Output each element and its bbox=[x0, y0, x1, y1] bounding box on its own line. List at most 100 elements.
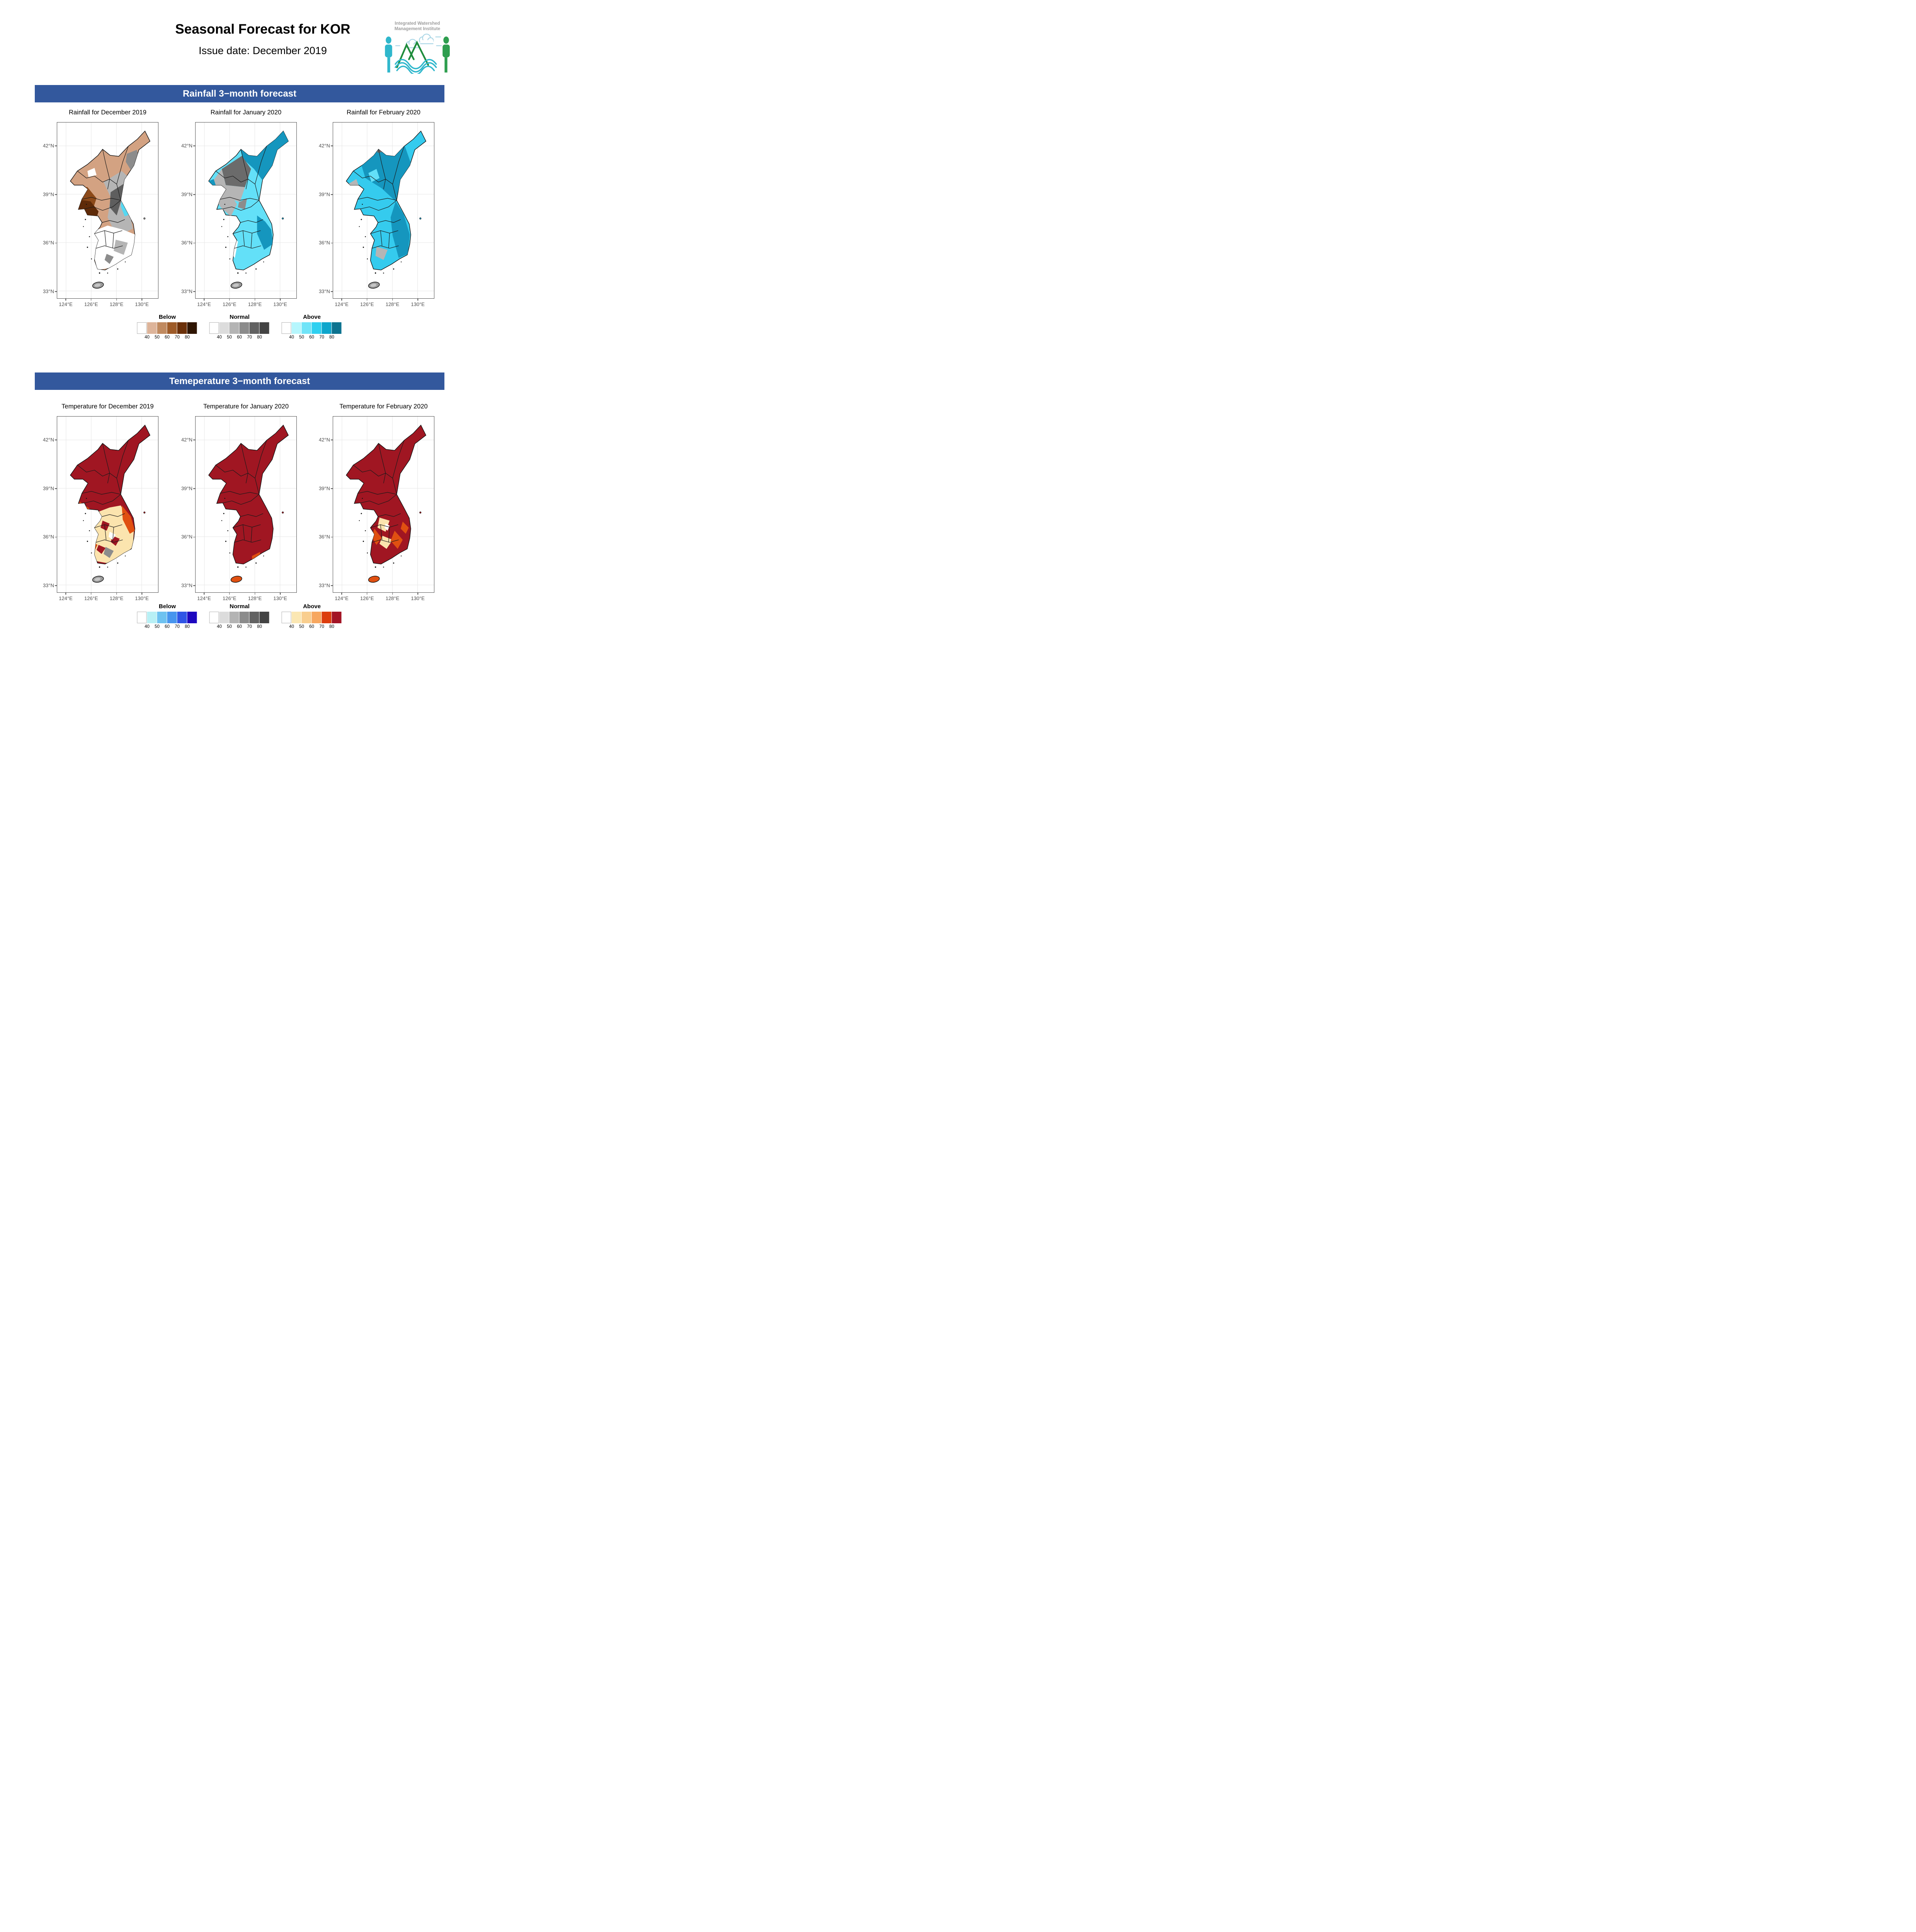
legend-swatch bbox=[249, 612, 259, 623]
lon-label: 124°E bbox=[197, 301, 211, 307]
lon-label: 128°E bbox=[109, 301, 124, 307]
legend-swatch bbox=[137, 322, 147, 334]
korea-map-svg bbox=[333, 417, 434, 592]
ulleung-island bbox=[282, 217, 284, 219]
lat-label: 42°N bbox=[36, 437, 57, 442]
lon-label: 128°E bbox=[385, 595, 400, 601]
legend-swatch bbox=[177, 322, 187, 334]
map-temperature-january: Temperature for January 2020 42°N 39°N 3… bbox=[181, 403, 297, 609]
map-rainfall-december: Rainfall for December 2019 42°N 39°N 36°… bbox=[43, 109, 158, 315]
x-tick bbox=[91, 593, 92, 595]
legend-swatch bbox=[259, 322, 269, 334]
lon-label: 128°E bbox=[248, 301, 262, 307]
x-tick bbox=[65, 299, 66, 301]
legend-swatch bbox=[259, 612, 269, 623]
legend-group-below: Below 40 50 60 70 80 bbox=[137, 314, 198, 341]
legend-swatch bbox=[291, 612, 301, 623]
legend-tick: 50 bbox=[299, 335, 304, 340]
rainfall-section-banner: Rainfall 3−month forecast bbox=[35, 85, 444, 102]
legend-tick: 50 bbox=[227, 335, 232, 340]
legend-tick: 70 bbox=[319, 335, 324, 340]
lon-label: 126°E bbox=[84, 301, 98, 307]
legend-swatch bbox=[147, 612, 157, 623]
map-title: Temperature for January 2020 bbox=[203, 403, 289, 410]
legend-swatch bbox=[301, 612, 311, 623]
lat-label: 39°N bbox=[36, 191, 57, 197]
x-tick bbox=[229, 299, 230, 301]
legend-tick: 50 bbox=[155, 335, 160, 340]
map-panel bbox=[195, 122, 297, 299]
legend-swatch bbox=[281, 322, 291, 334]
jeju-island bbox=[230, 282, 242, 289]
legend-tick: 80 bbox=[257, 335, 262, 340]
lat-label: 36°N bbox=[36, 240, 57, 246]
x-tick bbox=[280, 299, 281, 301]
lat-label: 36°N bbox=[36, 534, 57, 540]
person-green-icon bbox=[442, 36, 450, 73]
legend-tick: 80 bbox=[329, 624, 334, 629]
x-tick bbox=[116, 593, 117, 595]
lat-label: 42°N bbox=[36, 143, 57, 148]
x-tick bbox=[417, 593, 418, 595]
ulleung-island bbox=[419, 511, 422, 514]
lat-label: 42°N bbox=[312, 143, 333, 148]
report-page: Seasonal Forecast for KOR Issue date: De… bbox=[0, 0, 479, 677]
legend-swatch bbox=[332, 612, 342, 623]
lat-label: 39°N bbox=[175, 191, 195, 197]
legend-swatch bbox=[167, 322, 177, 334]
legend-swatch bbox=[311, 612, 322, 623]
legend-group-normal: Normal 40 50 60 70 80 bbox=[209, 314, 270, 341]
lat-label: 39°N bbox=[312, 191, 333, 197]
lat-label: 33°N bbox=[36, 288, 57, 294]
legend-swatch bbox=[281, 612, 291, 623]
legend-swatch bbox=[249, 322, 259, 334]
lon-label: 130°E bbox=[135, 301, 149, 307]
x-tick bbox=[341, 593, 342, 595]
waves-icon bbox=[395, 59, 437, 74]
legend-swatch bbox=[301, 322, 311, 334]
lon-label: 130°E bbox=[273, 595, 287, 601]
legend-tick: 60 bbox=[165, 335, 170, 340]
legend-group-above: Above 40 50 60 70 80 bbox=[281, 314, 342, 341]
jeju-island bbox=[368, 576, 380, 583]
map-rainfall-january: Rainfall for January 2020 42°N 39°N 36°N… bbox=[181, 109, 297, 315]
map-title: Temperature for February 2020 bbox=[339, 403, 428, 410]
map-title: Rainfall for December 2019 bbox=[69, 109, 146, 116]
lat-label: 39°N bbox=[175, 485, 195, 491]
page-title: Seasonal Forecast for KOR bbox=[175, 22, 351, 37]
legend-swatch bbox=[157, 612, 167, 623]
jeju-island bbox=[92, 282, 104, 289]
jeju-island bbox=[368, 282, 380, 289]
lat-label: 42°N bbox=[312, 437, 333, 442]
institute-name-line1: Integrated Watershed bbox=[395, 21, 440, 26]
ulleung-island bbox=[282, 511, 284, 514]
lat-label: 36°N bbox=[175, 240, 195, 246]
x-tick bbox=[392, 593, 393, 595]
legend-swatch bbox=[229, 322, 239, 334]
ulleung-island bbox=[143, 511, 146, 514]
legend-swatch bbox=[239, 612, 249, 623]
legend-swatch bbox=[147, 322, 157, 334]
x-tick bbox=[417, 299, 418, 301]
legend-tick: 80 bbox=[185, 624, 190, 629]
map-panel bbox=[333, 416, 434, 593]
lat-label: 33°N bbox=[312, 288, 333, 294]
temperature-legend: Below 40 50 60 70 80 Normal bbox=[137, 603, 342, 631]
temperature-section-banner: Temeperature 3−month forecast bbox=[35, 372, 444, 390]
legend-swatch bbox=[219, 322, 229, 334]
legend-tick: 70 bbox=[247, 624, 252, 629]
lon-label: 126°E bbox=[360, 595, 374, 601]
x-tick bbox=[91, 299, 92, 301]
legend-swatch bbox=[239, 322, 249, 334]
lat-label: 33°N bbox=[36, 582, 57, 588]
issue-date: Issue date: December 2019 bbox=[199, 45, 327, 56]
legend-tick: 60 bbox=[237, 624, 242, 629]
lon-label: 126°E bbox=[223, 595, 237, 601]
lon-label: 126°E bbox=[223, 301, 237, 307]
watershed-logo-icon bbox=[385, 33, 450, 74]
legend-tick: 70 bbox=[175, 335, 180, 340]
x-tick bbox=[341, 299, 342, 301]
legend-swatch bbox=[167, 612, 177, 623]
x-tick bbox=[116, 299, 117, 301]
legend-group-label: Below bbox=[158, 314, 176, 320]
